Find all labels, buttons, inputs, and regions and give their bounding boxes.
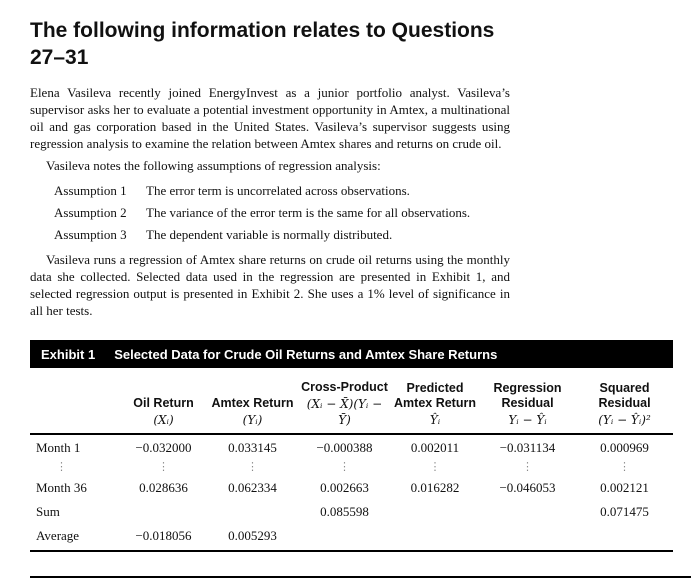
table-cell: Average [30, 523, 120, 552]
column-formula: Ŷᵢ [429, 413, 441, 427]
exhibit-title: Selected Data for Crude Oil Returns and … [114, 347, 498, 362]
table-cell: −0.046053 [499, 480, 556, 495]
vertical-ellipsis-icon: ⋮ [522, 460, 533, 473]
table-row-sum: Sum 0.085598 0.071475 [30, 499, 673, 523]
list-item: Assumption 2 The variance of the error t… [54, 204, 510, 221]
table-cell: −0.031134 [499, 440, 556, 455]
column-title: Cross-Product [301, 380, 388, 394]
table-cell: 0.002011 [410, 440, 460, 455]
table-cell: 0.000969 [600, 440, 649, 455]
table-header: Oil Return (Xᵢ) Amtex Return (Yᵢ) Cross-… [30, 368, 673, 435]
page-title: The following information relates to Que… [30, 17, 510, 71]
table-row-month-1: Month 1 −0.032000 0.033145 −0.000388 0.0… [30, 434, 673, 459]
column-title: Regression Residual [493, 381, 562, 410]
vertical-ellipsis-icon: ⋮ [56, 460, 67, 473]
table-cell: 0.005293 [207, 523, 298, 552]
table-cell [391, 499, 479, 523]
column-title: Predicted Amtex Return [394, 381, 476, 410]
vertical-ellipsis-icon: ⋮ [158, 460, 169, 473]
table-cell: 0.002121 [600, 480, 649, 495]
column-formula: (Xᵢ − X̄)(Yᵢ − Ȳ) [306, 397, 383, 427]
assumption-text: The variance of the error term is the sa… [146, 205, 471, 220]
vertical-ellipsis-icon: ⋮ [339, 460, 350, 473]
column-title: Squared Residual [598, 381, 651, 410]
list-item: Assumption 3 The dependent variable is n… [54, 226, 510, 243]
table-cell: 0.033145 [228, 440, 277, 455]
table-cell: 0.002663 [320, 480, 369, 495]
exhibit-1: Exhibit 1 Selected Data for Crude Oil Re… [30, 340, 673, 552]
column-header-amtex-return: Amtex Return (Yᵢ) [207, 368, 298, 435]
exhibit-label: Exhibit 1 [41, 347, 96, 362]
column-header-squared-residual: Squared Residual (Yᵢ − Ŷᵢ)² [576, 368, 673, 435]
table-cell [120, 499, 207, 523]
assumption-text: The dependent variable is normally distr… [146, 227, 393, 242]
table-cell: 0.071475 [600, 504, 649, 519]
column-header-predicted-amtex-return: Predicted Amtex Return Ŷᵢ [391, 368, 479, 435]
table-cell: 0.028636 [139, 480, 188, 495]
column-header-month [30, 368, 120, 435]
vertical-ellipsis-icon: ⋮ [429, 460, 441, 473]
table-body: Month 1 −0.032000 0.033145 −0.000388 0.0… [30, 434, 673, 552]
table-row-month-36: Month 36 0.028636 0.062334 0.002663 0.01… [30, 475, 673, 499]
column-formula: (Yᵢ) [242, 413, 263, 427]
table-cell: −0.032000 [135, 440, 192, 455]
table-row-average: Average −0.018056 0.005293 [30, 523, 673, 552]
table-cell [479, 499, 576, 523]
assumption-label: Assumption 1 [54, 183, 127, 198]
section-divider [30, 576, 691, 578]
table-cell: 0.085598 [320, 504, 369, 519]
table-row-ellipsis: ⋮ ⋮ ⋮ ⋮ ⋮ ⋮ ⋮ [30, 459, 673, 475]
table-cell: 0.062334 [228, 480, 277, 495]
table-cell: Month 1 [36, 440, 81, 455]
column-header-oil-return: Oil Return (Xᵢ) [120, 368, 207, 435]
narrative-column: The following information relates to Que… [30, 17, 510, 319]
column-formula: Yᵢ − Ŷᵢ [508, 413, 547, 427]
column-title: Oil Return [133, 396, 194, 410]
column-formula: (Yᵢ − Ŷᵢ)² [598, 413, 651, 427]
assumption-label: Assumption 2 [54, 205, 127, 220]
exhibit-1-table: Oil Return (Xᵢ) Amtex Return (Yᵢ) Cross-… [30, 368, 673, 552]
table-cell [576, 523, 673, 552]
vertical-ellipsis-icon: ⋮ [247, 460, 258, 473]
table-cell: −0.000388 [316, 440, 373, 455]
column-title: Amtex Return [211, 396, 294, 410]
page-title-line-1: The following information relates to Que… [30, 19, 495, 42]
table-cell: Sum [36, 504, 60, 519]
vertical-ellipsis-icon: ⋮ [619, 460, 630, 473]
table-cell [479, 523, 576, 552]
intro-paragraph: Elena Vasileva recently joined EnergyInv… [30, 85, 510, 151]
table-cell: Month 36 [36, 480, 87, 495]
exhibit-header-bar: Exhibit 1 Selected Data for Crude Oil Re… [30, 340, 673, 368]
column-header-regression-residual: Regression Residual Yᵢ − Ŷᵢ [479, 368, 576, 435]
table-cell: −0.018056 [120, 523, 207, 552]
list-item: Assumption 1 The error term is uncorrela… [54, 182, 510, 199]
table-cell: 0.016282 [410, 480, 460, 495]
assumption-text: The error term is uncorrelated across ob… [146, 183, 410, 198]
assumptions-list: Assumption 1 The error term is uncorrela… [54, 182, 510, 243]
column-header-cross-product: Cross-Product (Xᵢ − X̄)(Yᵢ − Ȳ) [298, 368, 391, 435]
table-cell [391, 523, 479, 552]
table-header-row: Oil Return (Xᵢ) Amtex Return (Yᵢ) Cross-… [30, 368, 673, 435]
table-cell [298, 523, 391, 552]
assumption-label: Assumption 3 [54, 227, 127, 242]
page-title-line-2: 27–31 [30, 46, 89, 69]
table-cell [207, 499, 298, 523]
column-formula: (Xᵢ) [153, 413, 174, 427]
regression-paragraph: Vasileva runs a regression of Amtex shar… [30, 252, 510, 318]
assumptions-lead-paragraph: Vasileva notes the following assumptions… [46, 158, 381, 173]
